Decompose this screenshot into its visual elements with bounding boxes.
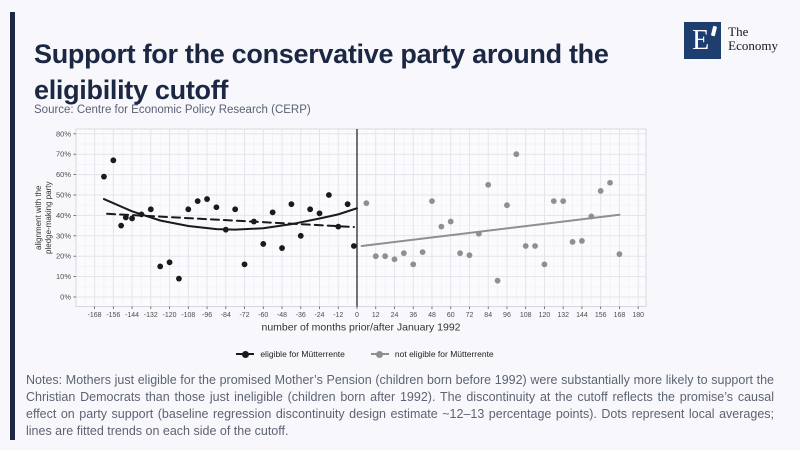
logo-word-economy: Economy [728,38,778,53]
chart-legend: eligible for Mütterrente not eligible fo… [30,349,700,359]
the-economy-logo: E The Economy [684,22,778,59]
logo-letter: E [692,24,710,56]
chart-svg: -168 -156 -144 -132 -120 -108 -96 -84 -72 -60 -48-… [34,128,647,334]
svg-text:20%: 20% [56,252,71,261]
svg-text:0: 0 [355,312,359,319]
svg-text:30%: 30% [56,231,71,240]
svg-text:-12: -12 [333,312,343,319]
svg-text:80%: 80% [56,129,71,138]
svg-text:-156: -156 [106,312,120,319]
svg-text:-24: -24 [314,312,324,319]
svg-text:60%: 60% [56,170,71,179]
source-line: Source: Centre for Economic Policy Resea… [34,104,311,116]
logo-wordmark: The Economy [728,22,778,53]
svg-text:96: 96 [503,312,511,319]
not-eligible-marker-icon [370,350,389,358]
svg-text:-96: -96 [202,312,212,319]
svg-text:-84: -84 [221,312,231,319]
legend-label-not-eligible: not eligible for Mütterrente [394,349,494,359]
svg-text:-132: -132 [144,312,158,319]
logo-word-the: The [728,24,749,39]
svg-text:0%: 0% [60,293,71,302]
logo-mark: E [684,22,722,59]
svg-text:40%: 40% [56,211,71,220]
svg-text:-48: -48 [277,312,287,319]
svg-text:168: 168 [614,312,626,319]
svg-text:132: 132 [557,312,569,319]
svg-text:12: 12 [372,312,380,319]
svg-text:60: 60 [447,312,455,319]
logo-accent-mark [710,25,717,37]
svg-text:pledge-making party: pledge-making party [44,182,53,254]
legend-item-eligible: eligible for Mütterrente [236,349,345,359]
svg-text:-36: -36 [296,312,306,319]
svg-text:number of months prior/after J: number of months prior/after January 199… [261,322,460,334]
legend-item-not-eligible: not eligible for Mütterrente [370,349,494,359]
svg-text:24: 24 [391,312,399,319]
svg-text:144: 144 [576,312,588,319]
page-title: Support for the conservative party aroun… [34,39,609,106]
svg-text:10%: 10% [56,272,71,281]
svg-text:-168: -168 [88,312,102,319]
svg-text:70%: 70% [56,150,71,159]
svg-text:72: 72 [466,312,474,319]
svg-text:156: 156 [595,312,607,319]
svg-text:84: 84 [484,312,492,319]
rdd-scatter-chart: -168 -156 -144 -132 -120 -108 -96 -84 -72 -60 -48-… [30,124,700,346]
svg-text:50%: 50% [56,191,71,200]
notes-paragraph: Notes: Mothers just eligible for the pro… [26,373,774,438]
legend-label-eligible: eligible for Mütterrente [260,349,345,359]
svg-text:alignment with the: alignment with the [34,185,43,250]
svg-text:-60: -60 [258,312,268,319]
svg-text:108: 108 [520,312,532,319]
svg-text:120: 120 [539,312,551,319]
svg-text:-72: -72 [239,312,249,319]
svg-text:36: 36 [409,312,417,319]
left-accent-bar [10,12,15,440]
svg-text:-144: -144 [125,312,139,319]
svg-text:48: 48 [428,312,436,319]
svg-text:-120: -120 [163,312,177,319]
svg-text:-108: -108 [181,312,195,319]
svg-text:180: 180 [632,312,644,319]
eligible-marker-icon [236,350,255,358]
